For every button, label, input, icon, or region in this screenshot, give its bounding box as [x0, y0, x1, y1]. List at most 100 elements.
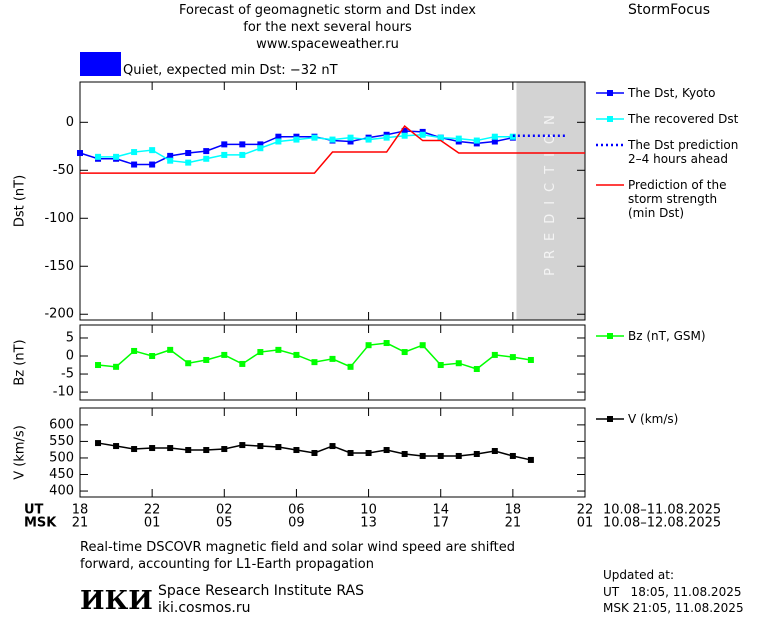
data-point: [491, 448, 498, 455]
data-point: [527, 456, 534, 463]
data-point: [383, 447, 390, 454]
data-point: [203, 447, 210, 454]
data-point: [437, 134, 444, 141]
y-tick-label: 450: [49, 467, 74, 482]
data-point: [257, 349, 264, 356]
data-point: [113, 443, 120, 450]
data-point: [257, 145, 264, 152]
data-point: [239, 151, 246, 158]
y-tick-label: -10: [53, 385, 74, 400]
data-point: [221, 141, 228, 148]
logo: ИКИ: [80, 586, 153, 616]
data-point: [185, 150, 192, 157]
x-tick-label: 22: [144, 503, 161, 518]
data-point: [347, 138, 354, 145]
series-line: [80, 125, 585, 174]
data-point: [95, 153, 102, 160]
legend-label: The recovered Dst: [628, 112, 739, 126]
data-point: [77, 150, 83, 157]
y-tick-label: 400: [49, 484, 74, 499]
data-point: [401, 349, 408, 356]
y-axis-label: V (km/s): [13, 425, 28, 480]
data-point: [401, 127, 408, 134]
x2-tick-label: 13: [360, 516, 377, 531]
data-point: [455, 360, 462, 367]
data-point: [383, 340, 390, 347]
data-point: [149, 161, 156, 168]
x-tick-label: 10: [360, 503, 377, 518]
x2-tick-label: 01: [577, 516, 594, 531]
data-point: [131, 149, 138, 156]
x2-range-label: 10.08–12.08.2025: [603, 516, 721, 531]
x2-tick-label: 21: [505, 516, 522, 531]
data-point: [401, 132, 408, 139]
data-point: [167, 346, 174, 353]
data-point: [491, 351, 498, 358]
institute-url: iki.cosmos.ru: [158, 600, 251, 616]
legend-marker: [607, 116, 613, 122]
data-point: [473, 137, 480, 144]
data-point: [293, 447, 300, 454]
updated-msk: MSK 21:05, 11.08.2025: [603, 601, 744, 615]
data-point: [383, 134, 390, 141]
y-tick-label: -50: [53, 163, 74, 178]
x-tick-label: 02: [216, 503, 233, 518]
data-point: [311, 359, 318, 366]
y-tick-label: -150: [44, 259, 74, 274]
y-axis-label: Bz (nT): [13, 339, 28, 385]
y-tick-label: 600: [49, 417, 74, 432]
data-point: [401, 450, 408, 457]
data-point: [491, 138, 498, 145]
data-point: [329, 136, 336, 143]
data-point: [311, 449, 318, 456]
series-line: [98, 134, 513, 164]
data-point: [257, 443, 264, 450]
footer-note: forward, accounting for L1-Earth propaga…: [80, 557, 374, 572]
data-point: [509, 354, 516, 361]
y-axis-label: Dst (nT): [13, 175, 28, 227]
prediction-label: PREDICTION: [543, 106, 558, 276]
x-tick-label: 18: [72, 503, 89, 518]
subtitle: for the next several hours: [243, 20, 412, 35]
y-tick-label: -200: [44, 307, 74, 322]
x-tick-label: 06: [288, 503, 305, 518]
data-point: [185, 360, 192, 367]
x-range-label: 10.08–11.08.2025: [603, 503, 721, 518]
data-point: [149, 353, 156, 360]
x2-tick-label: 05: [216, 516, 233, 531]
prediction-region: [516, 82, 585, 320]
status-text: Quiet, expected min Dst: −32 nT: [123, 63, 338, 78]
data-point: [95, 362, 102, 369]
data-point: [203, 148, 210, 155]
plot-frame: [79, 324, 586, 401]
x2-tick-label: 01: [144, 516, 161, 531]
plot-frame: [79, 81, 586, 321]
legend-marker: [607, 416, 613, 422]
data-point: [293, 351, 300, 358]
institute: Space Research Institute RAS: [158, 583, 364, 599]
x2-tick-label: 21: [72, 516, 89, 531]
data-point: [131, 161, 138, 168]
data-point: [149, 445, 156, 452]
data-point: [185, 447, 192, 454]
data-point: [473, 450, 480, 457]
data-point: [113, 363, 120, 370]
y-tick-label: 0: [66, 349, 74, 364]
site-url: www.spaceweather.ru: [256, 37, 399, 52]
data-point: [239, 442, 246, 449]
data-point: [95, 440, 102, 447]
legend-marker: [607, 90, 613, 96]
y-tick-label: 5: [66, 330, 74, 345]
data-point: [419, 452, 426, 459]
legend-marker: [607, 333, 613, 339]
data-point: [167, 445, 174, 452]
updated-ut: UT 18:05, 11.08.2025: [603, 585, 742, 599]
data-point: [131, 347, 138, 354]
data-point: [257, 141, 264, 148]
y-tick-label: 500: [49, 450, 74, 465]
y-tick-label: 550: [49, 434, 74, 449]
data-point: [131, 446, 138, 453]
status-swatch: [80, 52, 121, 76]
legend-label: The Dst, Kyoto: [628, 86, 716, 100]
